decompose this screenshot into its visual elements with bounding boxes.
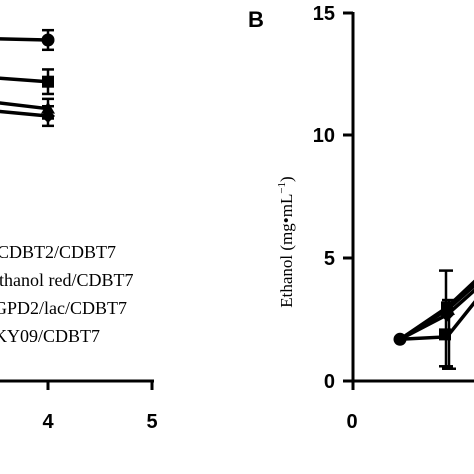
- panel-a-x-tick-label-5: 5: [146, 411, 157, 433]
- panel-b-letter: B: [248, 7, 264, 32]
- panel-b: B 15 10 5 0 0 Ethanol (mg•mL−1): [248, 3, 474, 433]
- panel-a-series-line-square: [0, 76, 49, 84]
- panel-b-y-tick-label-5: 5: [324, 248, 335, 270]
- panel-b-y-axis-title-close: ): [277, 176, 296, 182]
- panel-b-y-tick-label-0: 0: [324, 371, 335, 393]
- panel-b-series-line-circle: [399, 283, 474, 341]
- panel-b-point-diamond: [440, 307, 454, 322]
- legend-entry-ky09: KY09/CDBT7: [0, 326, 100, 346]
- panel-a-point-diamond: [41, 109, 55, 124]
- panel-b-y-axis-title: Ethanol (mg•mL−1): [276, 176, 296, 307]
- panel-a-series-line-circle: [0, 37, 49, 42]
- panel-a: 4 5 CDBT2/CDBT7 ethanol red/CDBT7 GPD2/l…: [0, 28, 158, 433]
- panel-a-series-line-triangle: [0, 101, 49, 111]
- legend-entry-ethanol-red: ethanol red/CDBT7: [0, 270, 133, 290]
- panel-b-y-tick-label-15: 15: [313, 3, 335, 25]
- legend-entry-cdbt2: CDBT2/CDBT7: [0, 242, 116, 262]
- panel-a-series: [0, 28, 55, 128]
- panel-b-x-tick-label-0: 0: [346, 411, 357, 433]
- panel-a-point-square: [42, 75, 54, 88]
- panel-b-series: [393, 269, 474, 370]
- panel-b-series-line-diamond: [399, 288, 474, 341]
- panel-a-x-tick-label-4: 4: [42, 411, 54, 433]
- panel-b-point-circle-start: [393, 332, 407, 346]
- panel-a-point-circle: [41, 33, 55, 47]
- panel-b-y-axis-title-sup: −1: [276, 182, 288, 194]
- panel-b-y-axis-title-main: Ethanol (mg•mL: [277, 194, 296, 308]
- panel-b-point-square-low: [439, 328, 451, 341]
- panel-a-series-line-diamond: [0, 109, 49, 118]
- panel-b-y-tick-label-10: 10: [313, 125, 335, 147]
- legend-entry-gpd2-lac: GPD2/lac/CDBT7: [0, 298, 127, 318]
